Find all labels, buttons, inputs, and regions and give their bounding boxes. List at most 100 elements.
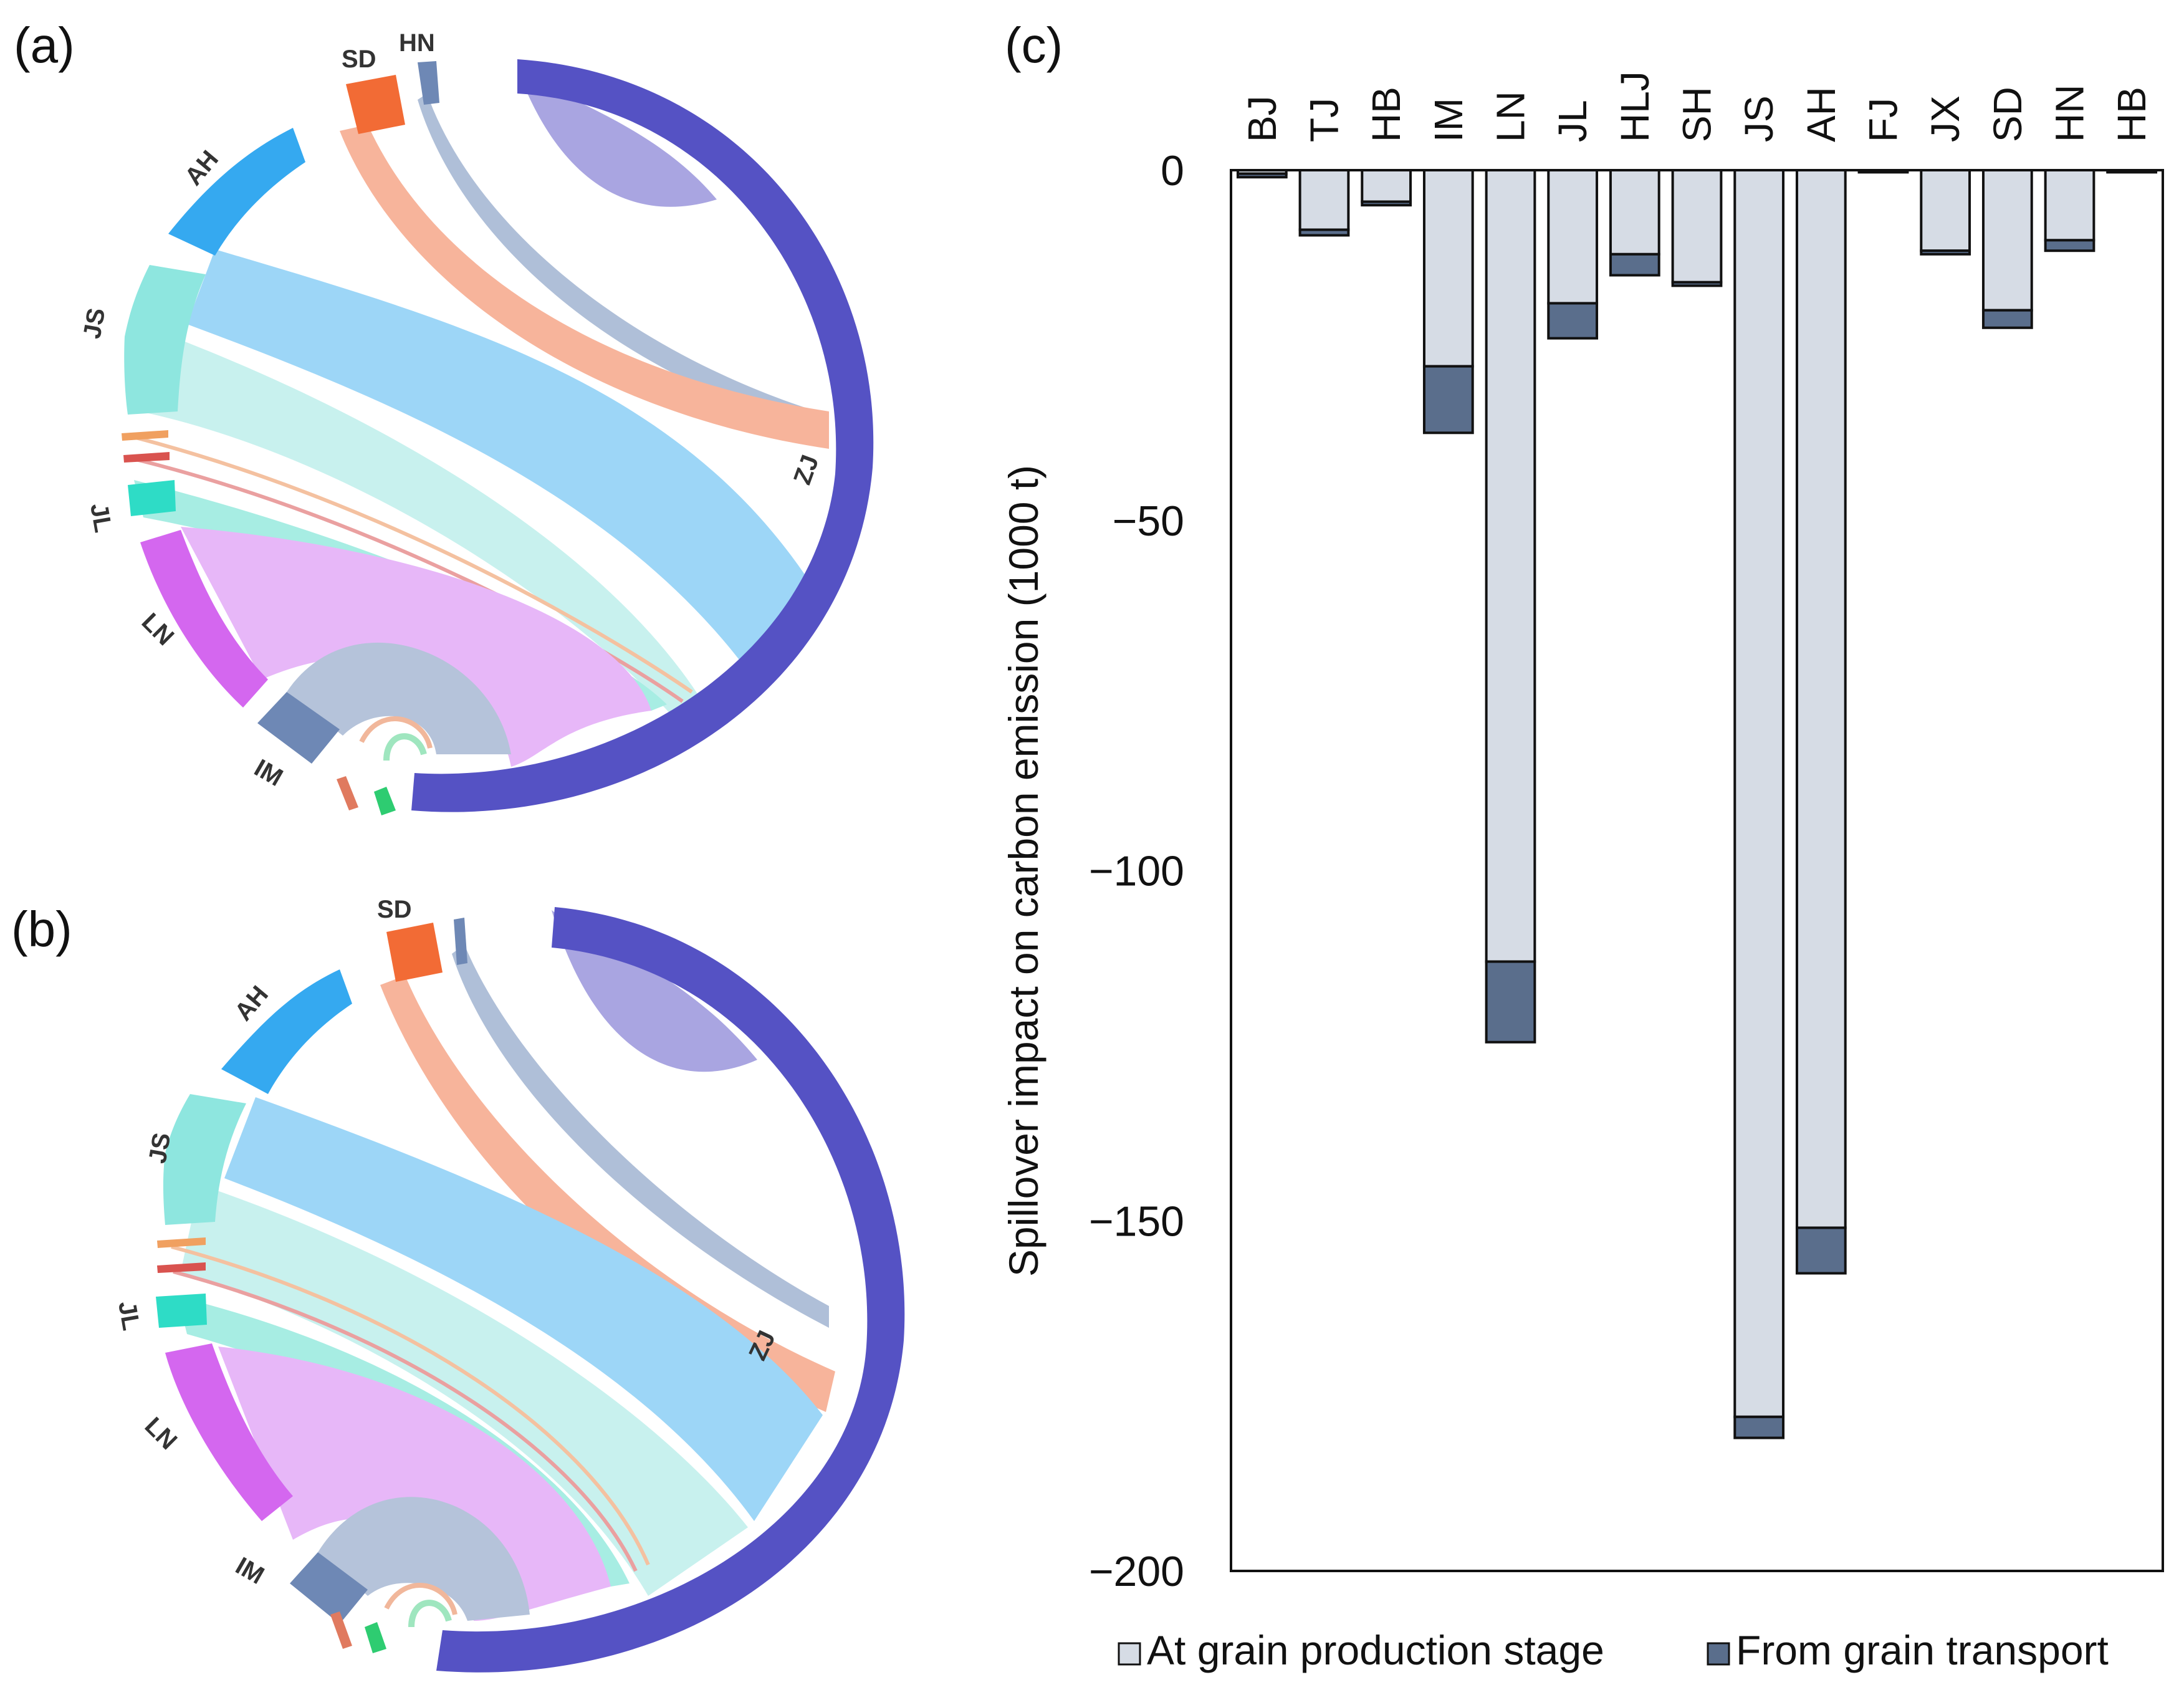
arc-js-b xyxy=(163,1094,246,1225)
y-tick-3: −150 xyxy=(1089,1198,1184,1245)
ribbon-hn-zj-b xyxy=(452,944,829,1328)
node-label-im: IM xyxy=(250,754,287,792)
ribbon-ah-zj-b xyxy=(224,1097,823,1521)
ribbon-jl-zj-b xyxy=(178,1297,630,1587)
category-label-im-3: IM xyxy=(1426,98,1471,142)
arc-sd-b xyxy=(386,923,443,982)
arc-ah xyxy=(168,128,305,256)
bar-production-ah-9 xyxy=(1795,169,1847,1229)
arc-jl xyxy=(128,480,176,516)
bar-transport-jl-5 xyxy=(1547,302,1599,340)
category-label-hb-14: HB xyxy=(2109,87,2154,142)
arc-im xyxy=(257,692,340,764)
bar-production-hlj-6 xyxy=(1609,169,1660,256)
ribbon-minor-3 xyxy=(359,716,433,749)
legend-swatch-production xyxy=(1118,1642,1141,1666)
arc-minor-2 xyxy=(123,452,170,463)
ribbon-im-zj-b xyxy=(318,1497,530,1621)
arc-ln-b xyxy=(165,1343,293,1521)
ribbon-sd-zj xyxy=(340,125,829,449)
bar-production-sh-7 xyxy=(1671,169,1723,284)
legend-swatch-transport xyxy=(1707,1642,1730,1666)
bar-transport-sh-7 xyxy=(1671,281,1723,287)
legend-label-production: At grain production stage xyxy=(1147,1627,1604,1673)
arc-minor-3-b xyxy=(330,1611,352,1649)
arc-minor-1-b xyxy=(157,1237,206,1248)
y-axis-title: Spillover impact on carbon emission (100… xyxy=(1000,465,1046,1277)
bar-chart: (c) BJ TJ HB IM LN JL HLJ SH JS AH FJ JX SD HN HB 0 −50… xyxy=(1000,17,2164,1673)
arc-minor-4 xyxy=(374,787,396,815)
category-label-hb-2: HB xyxy=(1364,87,1409,142)
bar-production-hn-13 xyxy=(2044,169,2095,242)
arc-ln xyxy=(140,530,268,708)
arc-hn xyxy=(418,61,439,105)
ribbon-minor-4 xyxy=(383,733,427,761)
ribbon-ln-zj xyxy=(181,527,651,767)
node-label-ah-b: AH xyxy=(229,981,274,1026)
arc-im-b xyxy=(290,1552,368,1624)
node-label-js-b: JS xyxy=(144,1131,176,1166)
category-label-sh-7: SH xyxy=(1675,87,1720,142)
category-label-ln-4: LN xyxy=(1488,91,1533,142)
category-label-jl-5: JL xyxy=(1550,100,1595,142)
bar-transport-hlj-6 xyxy=(1609,252,1660,277)
ribbon-im-zj xyxy=(287,642,511,754)
y-tick-4: −200 xyxy=(1089,1548,1184,1595)
arc-sd xyxy=(346,75,405,134)
arc-js xyxy=(124,265,206,415)
node-label-im-b: IM xyxy=(231,1552,269,1590)
category-label-jx-11: JX xyxy=(1923,95,1968,142)
arc-jl-b xyxy=(156,1294,207,1328)
bar-transport-hb-2 xyxy=(1361,200,1412,207)
bar-transport-tj-1 xyxy=(1298,228,1350,237)
chord-diagram-a: (a) ZJ IM LN JL JS AH SD HN xyxy=(14,17,874,815)
y-tick-0: 0 xyxy=(1161,147,1184,194)
ribbon-zj-self xyxy=(517,69,717,207)
category-label-hlj-6: HLJ xyxy=(1612,71,1657,142)
bar-transport-ln-4 xyxy=(1485,960,1536,1044)
node-label-js: JS xyxy=(79,306,111,341)
category-label-sd-12: SD xyxy=(1985,87,2030,142)
category-label-bj-0: BJ xyxy=(1240,95,1285,142)
arc-minor-2-b xyxy=(157,1262,206,1273)
category-label-js-8: JS xyxy=(1736,95,1781,142)
bar-transport-bj-0 xyxy=(1236,172,1288,179)
bar-transport-js-8 xyxy=(1733,1415,1785,1439)
category-label-fj-10: FJ xyxy=(1861,98,1906,142)
bar-transport-jx-11 xyxy=(1920,249,1971,256)
category-label-tj-1: TJ xyxy=(1302,98,1347,142)
bar-production-tj-1 xyxy=(1298,169,1350,231)
node-label-sd-b: SD xyxy=(377,896,412,923)
ribbon-minor-2 xyxy=(130,456,684,703)
node-label-jl: JL xyxy=(85,501,117,535)
bar-transport-fj-10 xyxy=(1857,170,1909,174)
bar-transport-im-3 xyxy=(1422,365,1474,435)
legend-label-transport: From grain transport xyxy=(1736,1627,2109,1673)
ribbon-minor-4-b xyxy=(408,1600,452,1628)
ribbon-minor-2-b xyxy=(173,1270,638,1572)
bar-production-im-3 xyxy=(1422,169,1474,368)
chord-diagram-b: (b) ZJ IM LN JL JS AH SD xyxy=(11,896,905,1673)
ribbon-ah-zj xyxy=(187,249,817,679)
node-label-zj: ZJ xyxy=(788,451,824,488)
bars-group xyxy=(1236,169,2158,1439)
bar-transport-ah-9 xyxy=(1795,1226,1847,1275)
legend: At grain production stage From grain tra… xyxy=(1118,1627,2109,1673)
ribbon-minor-3-b xyxy=(384,1583,457,1615)
arc-minor-1 xyxy=(122,430,168,441)
node-label-hn: HN xyxy=(399,29,435,57)
ribbon-minor-1-b xyxy=(171,1245,650,1566)
bar-production-js-8 xyxy=(1733,169,1785,1418)
y-tick-labels: 0 −50 −100 −150 −200 xyxy=(1089,147,1184,1595)
panel-label-b: (b) xyxy=(11,901,72,957)
ribbon-js-zj xyxy=(140,330,704,717)
bar-production-ln-4 xyxy=(1485,169,1536,963)
ribbon-minor-1 xyxy=(130,435,693,694)
arc-hn-b xyxy=(454,918,467,965)
bar-transport-hn-13 xyxy=(2044,239,2095,252)
y-tick-1: −50 xyxy=(1113,497,1184,545)
bar-production-hb-2 xyxy=(1361,169,1412,203)
ribbon-sd-zj-b xyxy=(380,976,835,1412)
category-labels: BJ TJ HB IM LN JL HLJ SH JS AH FJ JX SD HN HB xyxy=(1240,71,2154,142)
arc-minor-4-b xyxy=(365,1622,386,1653)
